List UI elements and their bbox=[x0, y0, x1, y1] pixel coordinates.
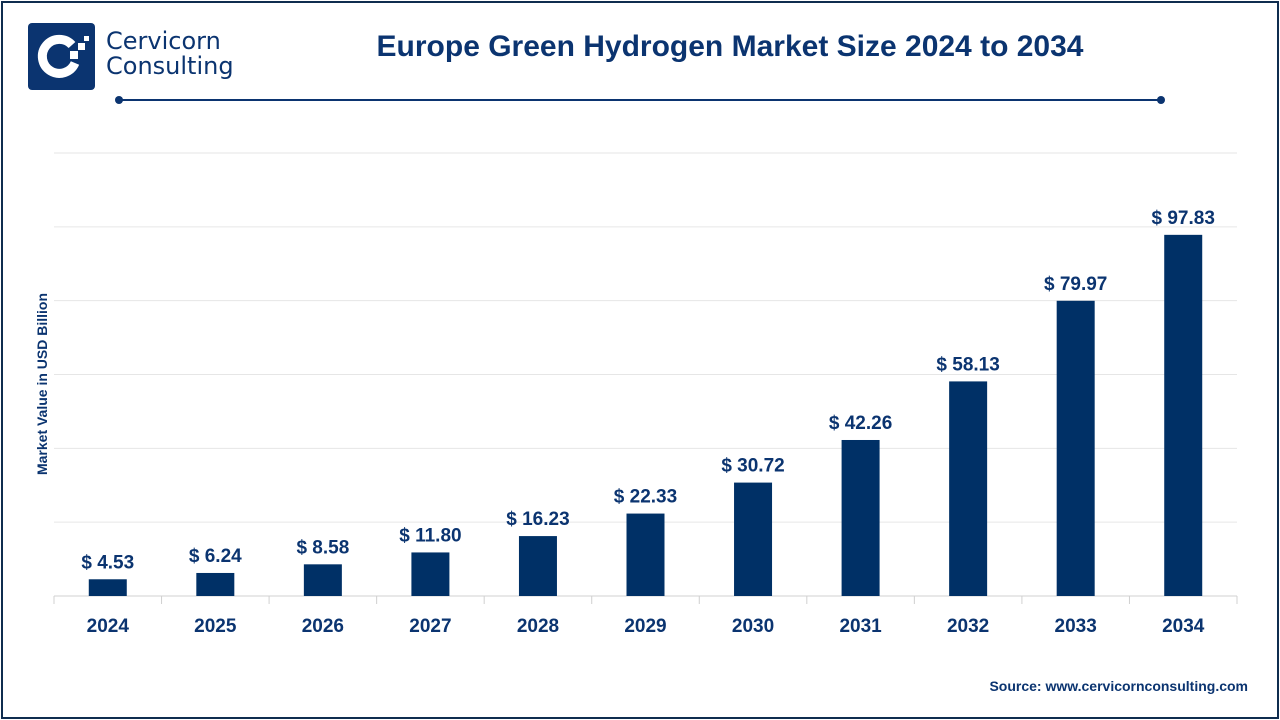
x-tick-label: 2031 bbox=[839, 616, 882, 637]
chart-title: Europe Green Hydrogen Market Size 2024 t… bbox=[376, 30, 1084, 63]
x-tick-label: 2030 bbox=[732, 616, 774, 637]
x-tick-label: 2024 bbox=[87, 616, 130, 637]
data-label: $ 58.13 bbox=[936, 354, 999, 375]
x-tick-label: 2025 bbox=[194, 616, 237, 637]
bar bbox=[518, 536, 557, 596]
logo-icon bbox=[28, 23, 95, 90]
data-label: $ 22.33 bbox=[614, 487, 677, 508]
bar bbox=[411, 552, 450, 596]
data-label: $ 4.53 bbox=[81, 552, 134, 573]
bar bbox=[88, 579, 127, 596]
source-note: Source: www.cervicornconsulting.com bbox=[989, 678, 1248, 694]
brand-line-2: Consulting bbox=[106, 52, 234, 80]
x-tick-label: 2026 bbox=[302, 616, 344, 637]
divider-dot-right bbox=[1157, 96, 1165, 104]
bar bbox=[841, 439, 880, 596]
data-label: $ 11.80 bbox=[399, 525, 461, 546]
title-divider bbox=[118, 99, 1162, 101]
x-tick-label: 2029 bbox=[624, 616, 666, 637]
divider-dot-left bbox=[115, 96, 123, 104]
data-label: $ 42.26 bbox=[829, 413, 892, 434]
bar bbox=[196, 572, 235, 596]
data-label: $ 97.83 bbox=[1152, 208, 1215, 229]
data-label: $ 30.72 bbox=[721, 456, 784, 477]
data-label: $ 16.23 bbox=[506, 509, 569, 530]
x-tick-label: 2028 bbox=[517, 616, 559, 637]
bar bbox=[1056, 300, 1095, 596]
bar bbox=[949, 381, 988, 596]
x-tick-label: 2027 bbox=[409, 616, 451, 637]
x-tick-label: 2032 bbox=[947, 616, 989, 637]
x-tick-label: 2033 bbox=[1055, 616, 1097, 637]
x-tick-label: 2034 bbox=[1162, 616, 1205, 637]
brand-line-1: Cervicorn bbox=[106, 27, 221, 55]
bar bbox=[626, 513, 665, 596]
bar bbox=[734, 482, 773, 596]
data-label: $ 6.24 bbox=[189, 546, 242, 567]
brand-name: Cervicorn Consulting bbox=[106, 29, 234, 79]
data-label: $ 8.58 bbox=[296, 537, 349, 558]
bar bbox=[303, 564, 342, 596]
bar bbox=[1164, 234, 1203, 597]
data-label: $ 79.97 bbox=[1044, 274, 1107, 295]
